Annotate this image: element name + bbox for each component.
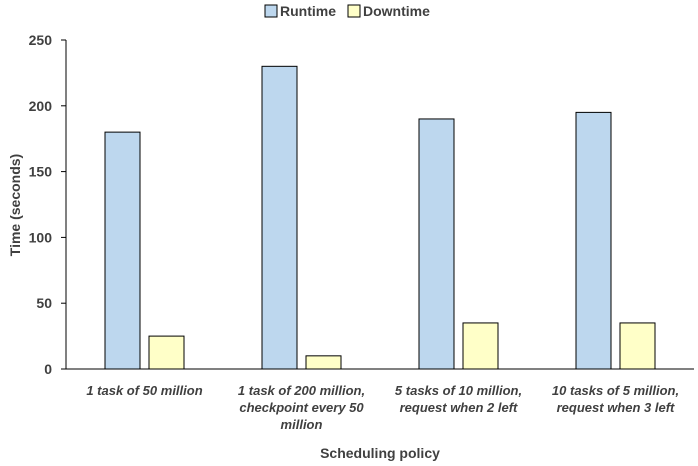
bar-runtime-1 — [104, 131, 141, 370]
bar-runtime-4 — [575, 111, 612, 370]
y-tick-label: 200 — [29, 98, 53, 114]
x-tick-label: 1 task of 50 million — [86, 383, 202, 398]
legend-swatch-downtime — [347, 4, 361, 18]
x-tick-label: 5 tasks of 10 million, request when 2 lef… — [395, 383, 522, 415]
bar-runtime-2 — [261, 65, 298, 370]
legend-label-downtime: Downtime — [363, 3, 430, 19]
legend-label-runtime: Runtime — [280, 3, 336, 19]
y-axis-title: Time (seconds) — [7, 154, 23, 256]
bar-downtime-3 — [462, 322, 499, 370]
y-tick-label: 150 — [29, 164, 53, 180]
legend-swatch-runtime — [264, 4, 278, 18]
x-tick-label: 1 task of 200 million, checkpoint every 5… — [238, 383, 365, 432]
y-tick-label: 250 — [29, 32, 53, 48]
bar-downtime-4 — [619, 322, 656, 370]
y-tick-label: 0 — [44, 361, 52, 377]
y-axis: 0 50 100 150 200 250 — [29, 32, 67, 377]
y-tick-label: 100 — [29, 229, 53, 245]
bars — [104, 65, 656, 370]
bar-downtime-1 — [148, 335, 185, 370]
y-tick-label: 50 — [36, 295, 52, 311]
x-axis-title: Scheduling policy — [320, 445, 440, 461]
x-tick-label: 10 tasks of 5 million, request when 3 lef… — [552, 383, 679, 415]
bar-runtime-3 — [418, 118, 455, 370]
legend: Runtime Downtime — [264, 3, 430, 19]
bar-downtime-2 — [305, 355, 342, 370]
x-axis: 1 task of 50 million 1 task of 200 millio… — [66, 368, 694, 432]
